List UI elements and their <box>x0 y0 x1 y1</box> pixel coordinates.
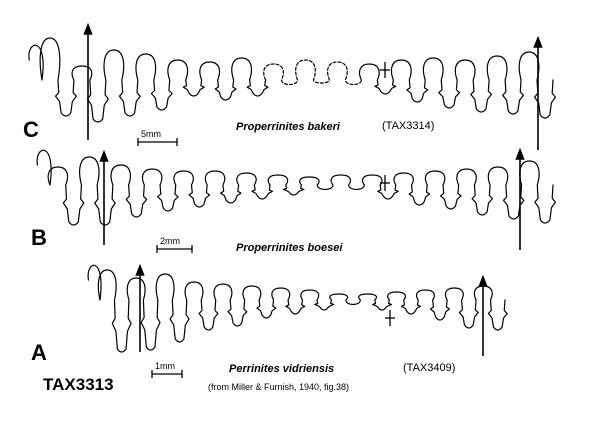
panel-a-species-name: Perrinites vidriensis <box>229 363 335 375</box>
panel-a-ventral-arrow-head <box>135 263 145 276</box>
panel-c-suture-line <box>28 37 556 123</box>
panel-b-species-name: Properrinites boesei <box>236 242 343 254</box>
panel-a-catalog-number: (TAX3409) <box>403 362 456 374</box>
panel-c-catalog-number: (TAX3314) <box>382 120 435 132</box>
panel-b-suture-line <box>36 149 556 226</box>
panel-c-ventral-arrow-head <box>83 22 93 35</box>
panel-b-dorsal-arrow-head <box>515 147 525 160</box>
panel-b-ventral-arrow-head <box>99 149 109 162</box>
panel-c-scale-label: 5mm <box>141 129 161 139</box>
panel-a-scale-label: 1mm <box>155 361 175 371</box>
panel-c-suture-dashed <box>263 59 362 86</box>
panel-b-scale-label: 2mm <box>160 236 180 246</box>
figure-label: TAX3313 <box>43 375 114 394</box>
panel-a-suture-line <box>87 264 508 353</box>
panel-c-dorsal-arrow-head <box>533 35 543 48</box>
panel-c-species-name: Properrinites bakeri <box>236 121 340 133</box>
panel-c-letter: C <box>23 117 39 142</box>
panel-a-citation: (from Miller & Furnish, 1940, fig.38) <box>208 382 350 392</box>
panel-a-dorsal-arrow-head <box>478 274 488 287</box>
panel-a-letter: A <box>31 340 47 365</box>
panel-b-letter: B <box>31 225 47 250</box>
